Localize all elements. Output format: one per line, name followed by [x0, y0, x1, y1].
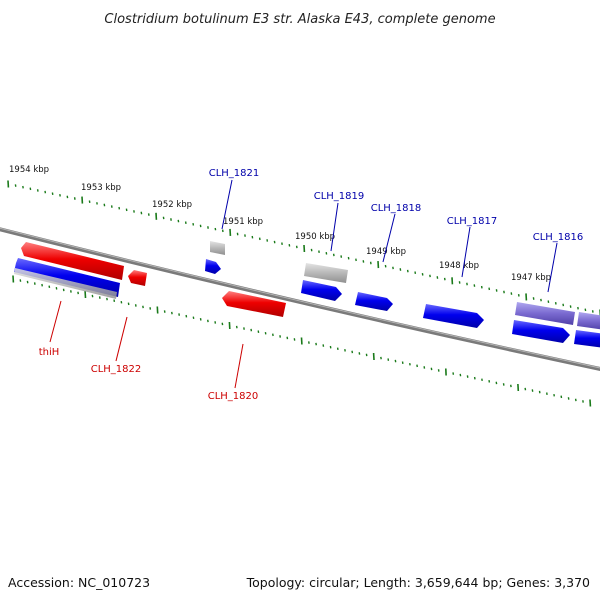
gene-label[interactable]: CLH_1820	[208, 391, 259, 402]
reverse-features	[14, 242, 286, 317]
gene-label[interactable]: CLH_1822	[91, 364, 142, 375]
gene-label[interactable]: CLH_1821	[209, 168, 260, 179]
ruler-ticks-outer	[7, 180, 600, 317]
gene-label[interactable]: CLH_1816	[533, 232, 584, 243]
leader-line	[461, 226, 471, 278]
ruler-label: 1949 kbp	[366, 247, 406, 257]
ruler-label: 1953 kbp	[81, 183, 121, 193]
gene-feature[interactable]	[355, 292, 393, 311]
gene-label[interactable]: CLH_1817	[447, 216, 498, 227]
genome-backbone-highlight	[0, 227, 600, 369]
gene-feature[interactable]	[205, 259, 221, 274]
ruler-label: 1951 kbp	[223, 217, 263, 227]
gene-feature[interactable]	[512, 320, 570, 343]
genome-summary: Topology: circular; Length: 3,659,644 bp…	[246, 575, 590, 590]
map-title: Clostridium botulinum E3 str. Alaska E43…	[104, 12, 495, 27]
leader-line	[382, 213, 396, 263]
gene-feature[interactable]	[14, 268, 117, 299]
gene-label[interactable]: CLH_1818	[371, 203, 422, 214]
ruler-label: 1954 kbp	[9, 165, 49, 175]
ruler-label: 1952 kbp	[152, 200, 192, 210]
gene-feature[interactable]	[574, 330, 600, 348]
ruler-ticks-inner	[12, 275, 592, 407]
gene-label[interactable]: CLH_1819	[314, 191, 365, 202]
ruler-label: 1950 kbp	[295, 232, 335, 242]
gene-feature[interactable]	[515, 302, 575, 325]
ruler-label: 1947 kbp	[511, 273, 551, 283]
leader-line	[49, 300, 62, 343]
gene-feature[interactable]	[222, 291, 286, 317]
leader-line	[115, 316, 128, 362]
gene-feature[interactable]	[301, 280, 342, 301]
gene-feature[interactable]	[423, 304, 484, 328]
gene-feature[interactable]	[210, 241, 225, 255]
genome-backbone	[0, 227, 600, 371]
ruler-labels: 1954 kbp 1953 kbp 1952 kbp 1951 kbp 1950…	[9, 165, 551, 283]
gene-feature[interactable]	[304, 263, 348, 283]
gene-labels: CLH_1821 CLH_1819 CLH_1818 CLH_1817 CLH_…	[39, 168, 584, 402]
leader-line	[234, 343, 244, 389]
gene-feature[interactable]	[128, 270, 147, 286]
leader-line	[330, 202, 339, 252]
gene-label[interactable]: thiH	[39, 347, 60, 358]
accession-label: Accession: NC_010723	[8, 575, 150, 590]
label-leaders	[49, 179, 558, 389]
leader-line	[547, 242, 558, 293]
gene-feature[interactable]	[21, 242, 124, 280]
leader-line	[221, 179, 233, 230]
ruler-label: 1948 kbp	[439, 261, 479, 271]
forward-features	[205, 241, 600, 348]
gene-feature[interactable]	[577, 312, 600, 330]
